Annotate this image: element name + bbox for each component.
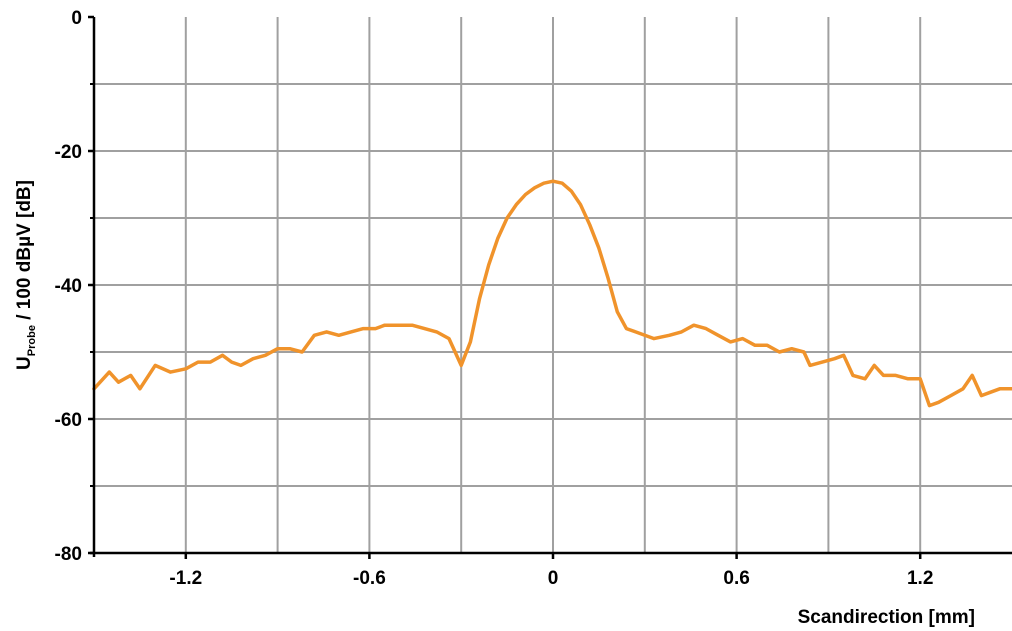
x-axis-title: Scandirection [mm] [798,607,975,628]
y-tick-labels: 0 -20 -40 -60 -80 [55,8,94,565]
x-tick-label: 0.6 [723,568,749,589]
x-tick-label: -0.6 [353,568,386,589]
y-tick-label: -80 [55,544,82,565]
x-tick-labels: -1.2 -0.6 0 0.6 1.2 [169,553,933,589]
y-tick-label: 0 [71,8,82,29]
y-tick-label: -20 [55,142,82,163]
x-tick-label: 1.2 [907,568,933,589]
y-axis-title-rest: / 100 dBµV [dB] [14,180,35,325]
y-tick-label: -40 [55,276,82,297]
y-tick-label: -60 [55,410,82,431]
y-axis-title: UProbe / 100 dBµV [dB] [14,180,38,370]
x-tick-label: -1.2 [169,568,202,589]
y-axis-title-main: U [14,356,35,370]
y-axis-title-subscript: Probe [26,325,38,356]
series-line [92,179,1012,408]
grid [94,17,1012,553]
x-tick-label: 0 [548,568,559,589]
